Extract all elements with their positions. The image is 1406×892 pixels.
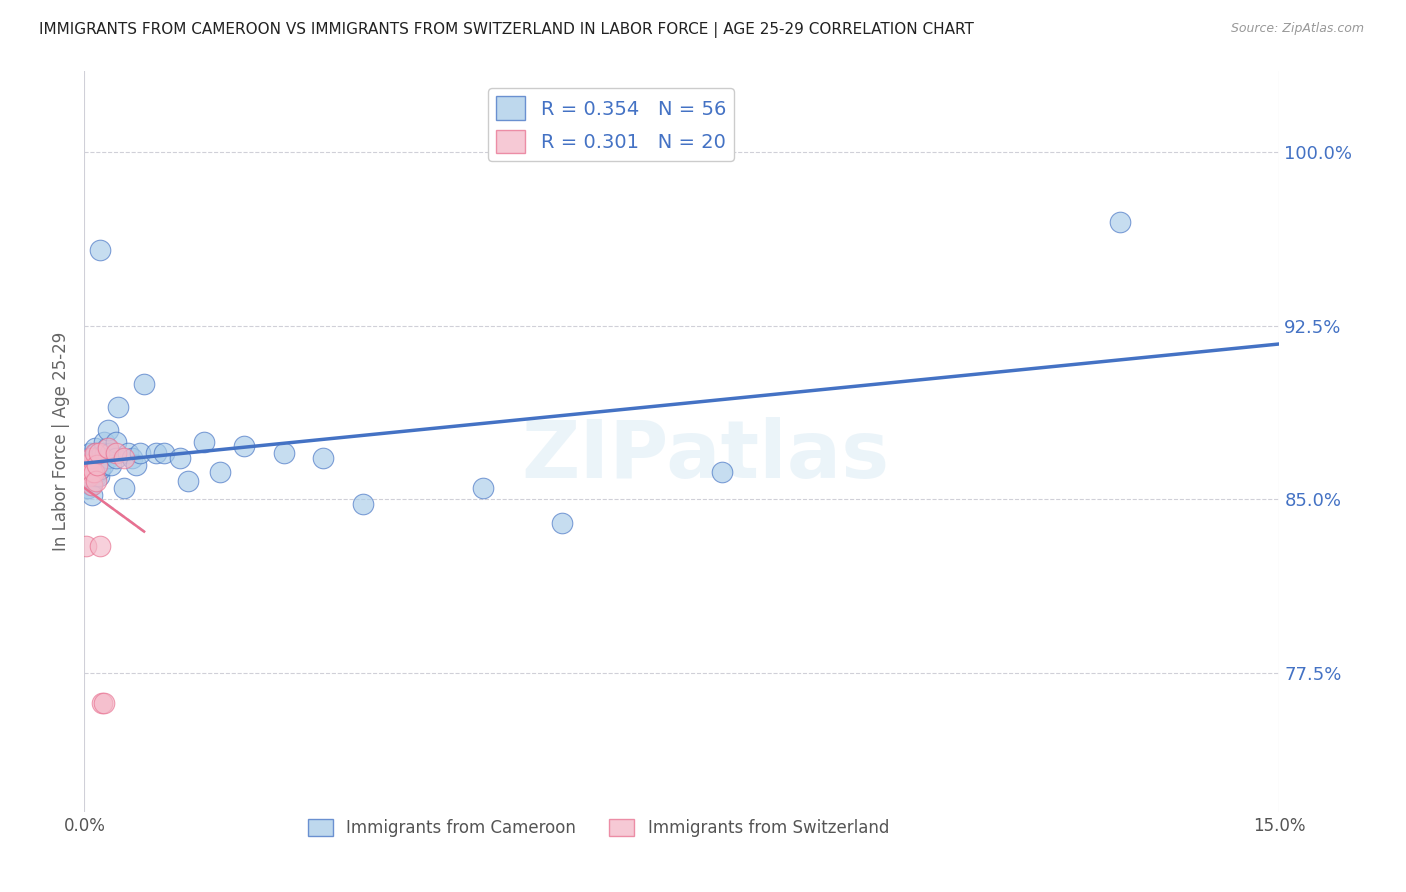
Legend: Immigrants from Cameroon, Immigrants from Switzerland: Immigrants from Cameroon, Immigrants fro… (301, 813, 896, 844)
Point (86, 474, 108, 488)
Point (79, 446, 101, 460)
Point (98, 446, 121, 460)
Point (129, 446, 152, 460)
Point (90, 696, 112, 710)
Point (83, 446, 105, 460)
Point (107, 400, 129, 414)
Point (82, 478, 104, 492)
Point (77, 458, 100, 472)
Point (86, 458, 108, 472)
Point (82, 476, 104, 491)
Point (82, 469, 104, 483)
Point (87, 450, 110, 465)
Text: IMMIGRANTS FROM CAMEROON VS IMMIGRANTS FROM SWITZERLAND IN LABOR FORCE | AGE 25-: IMMIGRANTS FROM CAMEROON VS IMMIGRANTS F… (39, 22, 974, 38)
Point (117, 446, 139, 460)
Point (83, 465, 105, 479)
Text: Source: ZipAtlas.com: Source: ZipAtlas.com (1230, 22, 1364, 36)
Point (90, 446, 112, 460)
Point (153, 446, 176, 460)
Point (312, 450, 335, 465)
Point (100, 458, 122, 472)
Point (87, 469, 110, 483)
Point (87, 446, 110, 460)
Point (208, 465, 231, 479)
Point (75, 469, 97, 483)
Point (97, 423, 120, 437)
Point (710, 465, 733, 479)
Point (105, 446, 128, 460)
Point (232, 439, 254, 453)
Point (89, 462, 111, 476)
Point (86, 446, 108, 460)
Point (86, 465, 108, 479)
Point (273, 446, 295, 460)
Y-axis label: In Labor Force | Age 25-29: In Labor Force | Age 25-29 (52, 332, 70, 551)
Point (132, 376, 156, 391)
Point (82, 488, 104, 502)
Point (105, 434, 128, 449)
Point (193, 434, 215, 449)
Point (97, 450, 120, 465)
Point (77, 481, 100, 495)
Point (177, 474, 200, 488)
Point (80, 478, 103, 492)
Point (76, 465, 98, 479)
Point (84, 469, 107, 483)
Point (77, 450, 100, 465)
Point (82, 458, 104, 472)
Point (86, 458, 108, 472)
Point (82, 465, 104, 479)
Point (125, 458, 148, 472)
Point (94, 446, 117, 460)
Point (77, 469, 100, 483)
Point (105, 450, 128, 465)
Point (83, 450, 105, 465)
Point (76, 462, 98, 476)
Point (82, 465, 104, 479)
Point (83, 442, 105, 456)
Point (80, 450, 103, 465)
Point (76, 458, 98, 472)
Point (93, 434, 115, 449)
Text: ZIPatlas: ZIPatlas (522, 417, 890, 495)
Point (169, 450, 191, 465)
Point (97, 442, 120, 456)
Point (1109, 215, 1132, 229)
Point (112, 450, 135, 465)
Point (112, 481, 135, 495)
Point (121, 450, 143, 465)
Point (79, 462, 101, 476)
Point (80, 465, 103, 479)
Point (89, 539, 111, 553)
Point (145, 446, 167, 460)
Point (93, 696, 115, 710)
Point (82, 474, 104, 488)
Point (75, 539, 97, 553)
Point (96, 442, 118, 456)
Point (91, 458, 114, 472)
Point (551, 516, 574, 530)
Point (471, 481, 494, 495)
Point (352, 497, 374, 511)
Point (89, 243, 111, 257)
